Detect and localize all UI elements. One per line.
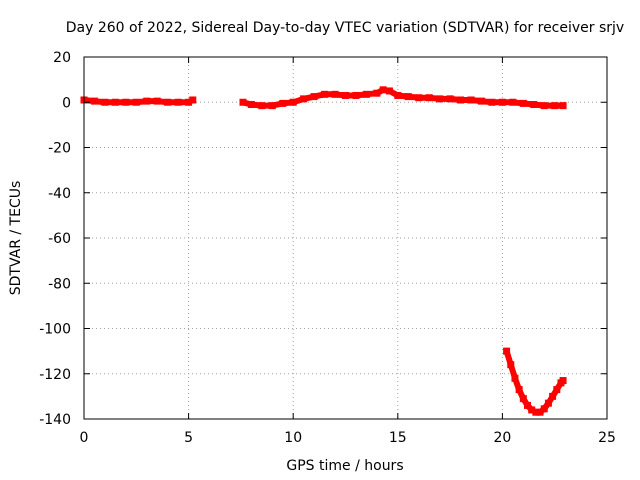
data-point: [507, 361, 515, 369]
data-point: [425, 94, 433, 102]
data-point: [467, 96, 475, 104]
x-tick-label: 0: [80, 430, 89, 446]
data-point: [362, 90, 370, 98]
data-point: [519, 99, 527, 107]
data-point: [289, 98, 297, 106]
data-point: [559, 102, 567, 110]
data-point: [300, 95, 308, 103]
data-point: [524, 401, 532, 409]
data-point: [310, 93, 318, 101]
data-point: [189, 96, 197, 104]
data-series: [80, 86, 567, 416]
data-point: [551, 102, 559, 110]
data-point: [164, 98, 172, 106]
data-point: [258, 102, 266, 110]
data-point: [122, 98, 130, 106]
data-point: [457, 96, 465, 104]
data-point: [540, 405, 548, 413]
data-point: [511, 374, 519, 382]
data-point: [132, 98, 140, 106]
data-point: [488, 98, 496, 106]
data-point: [530, 101, 538, 109]
data-point: [544, 399, 552, 407]
data-point: [528, 406, 536, 414]
data-point: [185, 98, 193, 106]
data-point: [379, 86, 387, 94]
data-point: [153, 97, 161, 105]
data-point: [498, 98, 506, 106]
data-point: [279, 99, 287, 107]
y-axis-label: SDTVAR / TECUs: [8, 181, 24, 296]
data-point: [394, 91, 402, 99]
y-tick-label: -20: [48, 141, 71, 157]
y-tick-label: -40: [48, 186, 71, 202]
data-point: [553, 386, 561, 394]
y-tick-label: -140: [39, 412, 71, 428]
data-point: [385, 87, 393, 95]
data-point: [503, 347, 511, 355]
data-point: [331, 90, 339, 98]
y-tick-label: -120: [39, 367, 71, 383]
data-point: [342, 91, 349, 99]
data-point: [515, 386, 523, 394]
data-point: [446, 95, 454, 103]
data-point: [532, 408, 540, 416]
data-point: [247, 101, 255, 109]
x-tick-label: 15: [389, 430, 407, 446]
data-point: [373, 89, 381, 97]
data-point: [436, 95, 444, 103]
data-point: [352, 91, 360, 99]
chart-title: Day 260 of 2022, Sidereal Day-to-day VTE…: [66, 20, 624, 36]
x-tick-label: 20: [493, 430, 511, 446]
y-tick-label: 0: [62, 95, 71, 111]
y-tick-label: -80: [48, 276, 71, 292]
y-tick-label: -60: [48, 231, 71, 247]
data-point: [519, 395, 527, 403]
x-tick-label: 5: [184, 430, 193, 446]
data-point: [143, 97, 151, 105]
data-point: [239, 98, 247, 106]
x-tick-label: 10: [284, 430, 302, 446]
grid-lines: [84, 57, 607, 419]
data-point: [90, 97, 98, 105]
data-point: [477, 97, 485, 105]
data-point: [559, 377, 567, 385]
data-point: [509, 98, 517, 106]
data-point: [111, 98, 119, 106]
y-tick-label: 20: [53, 50, 71, 66]
x-tick-label: 25: [598, 430, 616, 446]
data-point: [101, 98, 109, 106]
data-point: [549, 392, 557, 400]
data-point: [536, 408, 544, 416]
data-point: [415, 94, 423, 102]
x-axis-label: GPS time / hours: [286, 458, 403, 474]
data-point: [268, 102, 276, 110]
axis-ticks: 0 5 10 15 20 25 20 0 -20 -40 -60 -80 -100 -120 -140: [39, 50, 616, 446]
data-point: [404, 93, 412, 101]
data-point: [540, 102, 548, 110]
data-point: [174, 98, 182, 106]
data-point: [321, 90, 329, 98]
y-tick-label: -100: [39, 322, 71, 338]
